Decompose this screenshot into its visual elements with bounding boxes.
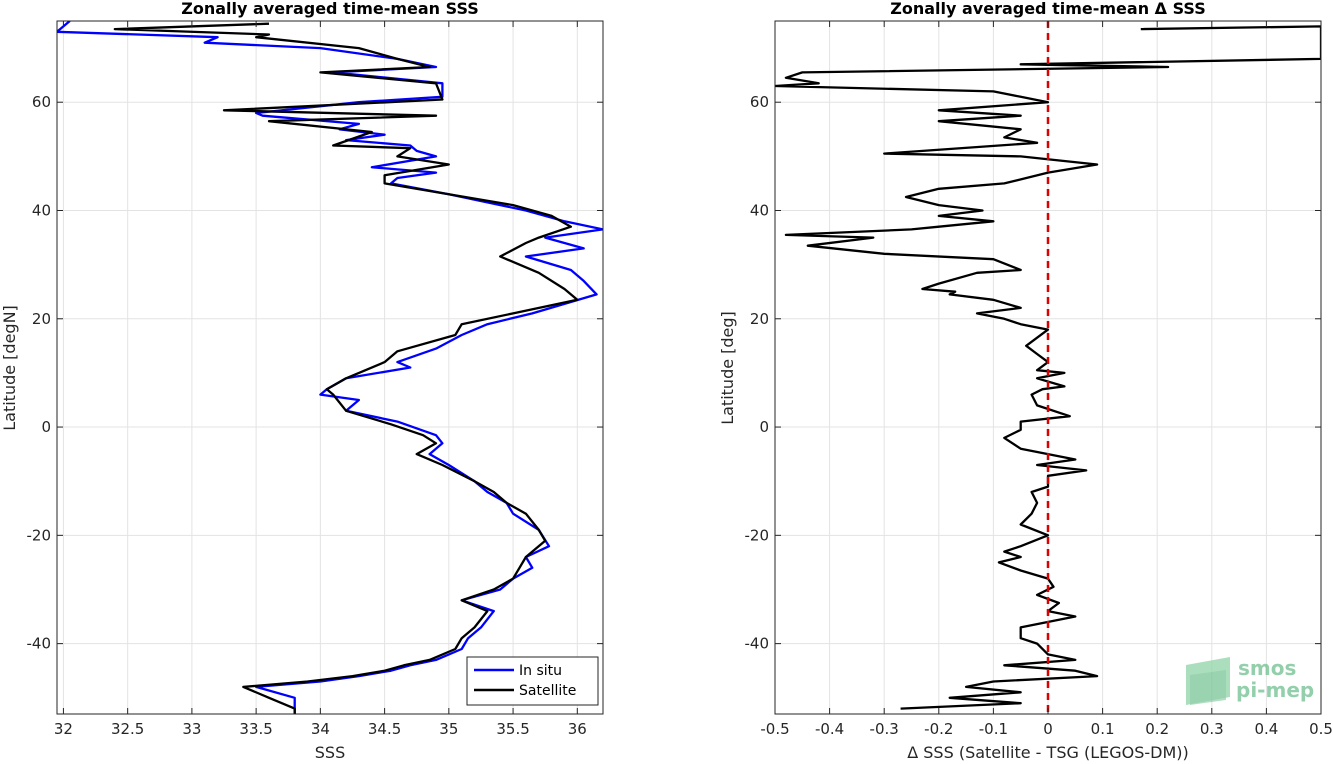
right-chart-title: Zonally averaged time-mean Δ SSS bbox=[890, 0, 1206, 18]
left-x-axis-label: SSS bbox=[315, 743, 345, 762]
right-y-tick-label: -20 bbox=[745, 526, 770, 544]
left-x-tick-label: 32.5 bbox=[111, 720, 144, 738]
right-y-tick-label: 40 bbox=[750, 201, 769, 219]
left-series-line-in-situ bbox=[57, 21, 603, 714]
right-x-tick-label: 0 bbox=[1043, 720, 1053, 738]
left-y-tick-label: 40 bbox=[32, 201, 51, 219]
right-x-tick-label: 0.2 bbox=[1145, 720, 1169, 738]
left-x-tick-label: 33 bbox=[182, 720, 201, 738]
left-chart-panel: 32 32.5 33 33.5 34 34.5 35 35.5 36-40-200204060 … bbox=[0, 0, 604, 762]
right-x-tick-label: 0.4 bbox=[1254, 720, 1278, 738]
left-x-tick-label: 35.5 bbox=[496, 720, 529, 738]
left-y-tick-label: 0 bbox=[41, 418, 51, 436]
right-y-tick-label: 20 bbox=[750, 310, 769, 328]
right-ticks: -0.5 -0.4 -0.3 -0.2 -0.1 0 0.1 0.2 0.3 0.4 0.5 -40 -… bbox=[745, 21, 1333, 738]
right-x-tick-label: 0.5 bbox=[1309, 720, 1333, 738]
right-series-group bbox=[775, 21, 1321, 714]
left-chart-title: Zonally averaged time-mean SSS bbox=[181, 0, 479, 18]
legend-in-situ-label: In situ bbox=[519, 663, 562, 679]
right-y-tick-label: 60 bbox=[750, 93, 769, 111]
right-x-tick-label: -0.3 bbox=[870, 720, 899, 738]
logo-mark-shade bbox=[1190, 670, 1226, 705]
left-x-tick-label: 36 bbox=[568, 720, 587, 738]
left-ticks: 32 32.5 33 33.5 34 34.5 35 35.5 36 -40 -20 0 20 40 60 bbox=[27, 21, 603, 738]
left-y-tick-label: -40 bbox=[27, 635, 52, 653]
left-y-tick-label: 60 bbox=[32, 93, 51, 111]
left-x-tick-label: 34.5 bbox=[368, 720, 401, 738]
left-y-axis-label: Latitude [degN] bbox=[0, 305, 19, 431]
logo-text-smos: smos bbox=[1238, 656, 1296, 680]
legend: In situ Satellite bbox=[466, 656, 599, 706]
right-y-axis-label: Latitude [deg] bbox=[718, 311, 737, 425]
left-plot-frame bbox=[56, 20, 604, 715]
logo-text-pi-mep: pi-mep bbox=[1236, 678, 1314, 702]
legend-box bbox=[466, 656, 599, 706]
right-x-tick-label: 0.1 bbox=[1091, 720, 1115, 738]
left-y-tick-label: 20 bbox=[32, 310, 51, 328]
left-x-tick-label: 33.5 bbox=[239, 720, 272, 738]
left-x-tick-label: 35 bbox=[439, 720, 458, 738]
right-y-tick-label: -40 bbox=[745, 635, 770, 653]
right-x-tick-label: -0.4 bbox=[815, 720, 844, 738]
left-series-group bbox=[57, 21, 603, 714]
right-y-tick-label: 0 bbox=[759, 418, 769, 436]
left-x-tick-label: 32 bbox=[54, 720, 73, 738]
left-y-tick-label: -20 bbox=[27, 526, 52, 544]
right-x-tick-label: -0.1 bbox=[979, 720, 1008, 738]
right-x-tick-label: -0.2 bbox=[924, 720, 953, 738]
left-series-line-satellite bbox=[113, 22, 579, 714]
smos-pi-mep-logo: smos pi-mep bbox=[1186, 656, 1314, 705]
right-x-axis-label: Δ SSS (Satellite - TSG (LEGOS-DM)) bbox=[907, 743, 1189, 762]
right-x-tick-label: 0.3 bbox=[1200, 720, 1224, 738]
left-x-tick-label: 34 bbox=[311, 720, 330, 738]
legend-satellite-label: Satellite bbox=[519, 683, 576, 699]
right-x-tick-label: -0.5 bbox=[760, 720, 789, 738]
left-plot-area bbox=[57, 21, 603, 714]
right-chart-panel: -0.5 -0.4 -0.3 -0.2 -0.1 0 0.1 0.2 0.3 0.4 0.5 -40 -… bbox=[718, 0, 1333, 762]
